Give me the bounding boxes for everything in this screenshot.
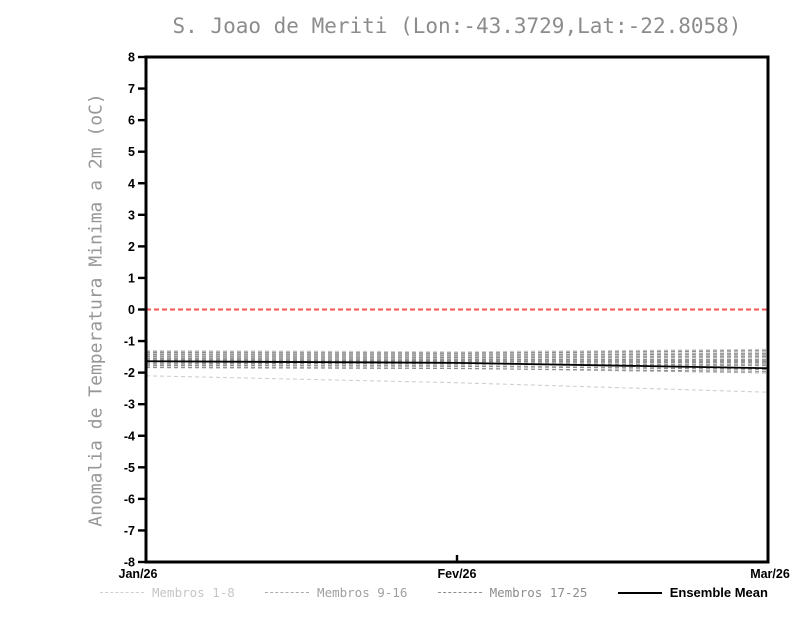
y-tick-label: 5	[128, 145, 135, 159]
dashed-line-sample-icon	[437, 592, 482, 593]
x-tick-label: Fev/26	[438, 567, 477, 581]
member-polyline	[145, 364, 769, 370]
y-tick-label: -5	[124, 461, 135, 475]
y-tick-label: -6	[124, 492, 135, 506]
y-tick-label: -2	[124, 366, 135, 380]
legend: Membros 1-8 Membros 9-16 Membros 17-25 E…	[100, 585, 768, 600]
legend-item-membros-17-25: Membros 17-25	[437, 585, 588, 600]
solid-line-sample-icon	[617, 591, 662, 594]
member-polyline	[145, 362, 769, 366]
x-tick-label: Mar/26	[750, 567, 790, 581]
y-tick-label: 2	[128, 240, 135, 254]
legend-label: Ensemble Mean	[669, 585, 768, 600]
member-polyline	[145, 356, 769, 359]
legend-label: Membros 17-25	[489, 585, 588, 600]
legend-label: Membros 9-16	[317, 585, 408, 600]
member-polyline	[145, 355, 769, 358]
y-tick-label: 7	[128, 82, 135, 96]
member-polyline	[145, 351, 769, 355]
member-polyline	[145, 358, 769, 361]
y-tick-label: -7	[124, 524, 135, 538]
ensemble-mean-line	[145, 360, 769, 370]
member-polyline	[145, 358, 769, 362]
y-tick-label: 1	[128, 271, 135, 285]
plot-frame	[144, 55, 770, 564]
y-tick-label: 3	[128, 208, 135, 222]
chart-title: S. Joao de Meriti (Lon:-43.3729,Lat:-22.…	[172, 14, 742, 38]
member-polyline	[145, 350, 769, 354]
legend-item-membros-1-8: Membros 1-8	[100, 585, 235, 600]
member-polyline	[145, 363, 769, 367]
member-polyline	[145, 359, 769, 362]
y-tick-label: -3	[124, 398, 135, 412]
y-tick-label: -1	[124, 335, 135, 349]
y-tick-label: 4	[128, 177, 135, 191]
member-polyline	[145, 360, 769, 364]
x-tick-label: Jan/26	[119, 567, 158, 581]
mean-polyline	[145, 360, 769, 370]
member-polyline	[145, 356, 769, 359]
member-polyline	[145, 353, 769, 356]
dashed-line-sample-icon	[100, 592, 144, 593]
y-tick-label: 0	[128, 303, 135, 317]
x-axis-ticks: Jan/26 Fev/26 Mar/26	[119, 555, 790, 581]
dashed-line-sample-icon	[265, 592, 310, 593]
member-polyline	[145, 349, 769, 354]
member-polyline	[145, 354, 769, 357]
legend-label: Membros 1-8	[152, 585, 235, 600]
member-polyline	[145, 367, 769, 372]
member-polyline	[145, 364, 769, 371]
y-axis-ticks: -8 -7 -6 -5 -4 -3 -2 -1 0 1 2 3 4 5 6 7 8	[124, 51, 146, 570]
member-polyline	[145, 375, 769, 393]
y-tick-label: -8	[124, 556, 135, 570]
y-tick-label: 6	[128, 114, 135, 128]
y-tick-label: 8	[128, 51, 135, 65]
member-lines-membros-17-25	[145, 350, 769, 372]
legend-item-membros-9-16: Membros 9-16	[265, 585, 407, 600]
member-polyline	[145, 348, 769, 353]
legend-item-ensemble-mean: Ensemble Mean	[617, 585, 768, 600]
y-tick-label: -4	[124, 429, 135, 443]
